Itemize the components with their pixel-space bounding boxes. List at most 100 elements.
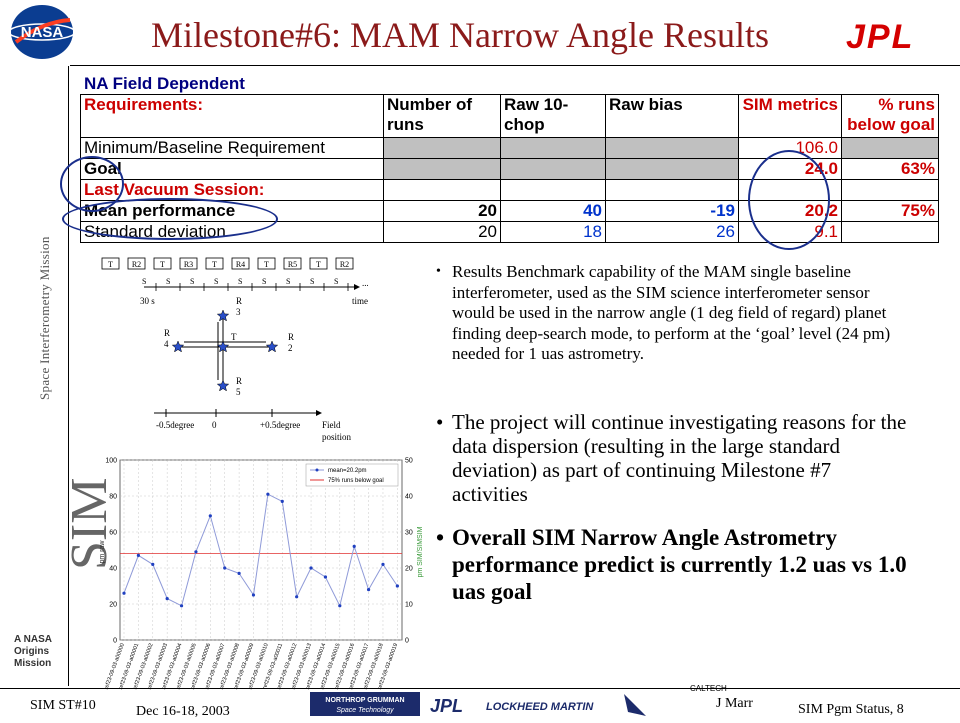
bullet-glyph: •	[436, 525, 445, 550]
data-point	[338, 604, 342, 608]
caltech-logo: CALTECH	[690, 684, 727, 693]
star-marker-icon	[216, 340, 230, 353]
table-title: NA Field Dependent	[84, 74, 245, 93]
star-marker-icon	[265, 340, 279, 353]
legend-box	[305, 463, 399, 487]
sponsor-logos: NORTHROP GRUMMAN Space Technology JPL LO…	[306, 690, 686, 718]
sequence-boxes: T R2 T R3 T R4 T R5 T R2	[101, 257, 354, 270]
legend-marker-mean	[315, 468, 319, 472]
table-cell: 20	[383, 221, 501, 243]
y-tick-label: 20	[109, 602, 117, 609]
table-cell	[841, 221, 939, 243]
r5-label-num: 5	[236, 387, 241, 397]
table-cell	[500, 158, 606, 180]
bullet-item: • Overall SIM Narrow Angle Astrometry pe…	[436, 524, 912, 605]
table-header-row: Requirements: Number of runs Raw 10-chop…	[80, 94, 939, 138]
star-marker-icon	[216, 379, 230, 392]
table-cell: 20	[383, 200, 501, 222]
r4-label-num: 4	[164, 339, 169, 349]
footer-divider	[0, 688, 960, 689]
origins-line: Origins	[14, 646, 50, 657]
footer-author: J Marr	[716, 696, 753, 711]
data-point	[165, 597, 169, 601]
bullet-item: • Results Benchmark capability of the MA…	[436, 262, 912, 365]
table-row: Last Vacuum Session:	[80, 179, 939, 201]
row-label: Minimum/Baseline Requirement	[80, 137, 384, 159]
thirty-s-label: 30 s	[140, 296, 155, 306]
sequence-box	[231, 257, 250, 270]
table-cell	[605, 179, 739, 201]
y-axis-label: pm raw	[99, 540, 106, 564]
star-markers	[171, 309, 279, 392]
sequence-box-label: R2	[340, 260, 349, 269]
origins-line: A NASA	[14, 634, 52, 645]
y2-tick-label: 20	[405, 566, 413, 573]
row-label: Last Vacuum Session:	[80, 179, 384, 201]
r3-label-num: 3	[236, 307, 241, 317]
ellipsis: ...	[362, 278, 368, 288]
y2-tick-label: 10	[405, 602, 413, 609]
axis-left-label: -0.5degree	[156, 420, 194, 430]
sequence-box	[335, 257, 354, 270]
header-sim-metrics: SIM metrics	[738, 94, 842, 138]
mean-highlight-ellipse	[62, 198, 278, 240]
data-point	[381, 562, 385, 566]
s-label: S	[334, 277, 338, 286]
bullet-text: The project will continue investigating …	[452, 410, 907, 506]
table-cell: 75%	[841, 200, 939, 222]
data-point	[309, 566, 313, 570]
table-cell: 63%	[841, 158, 939, 180]
table-cell	[383, 179, 501, 201]
origins-line: Mission	[14, 658, 52, 669]
sequence-box-label: R3	[184, 260, 193, 269]
nasa-origins-label: A NASA Origins Mission	[14, 634, 64, 670]
data-point	[194, 550, 198, 554]
y-axis-ticks: 0 20 40 60 80 100	[105, 458, 117, 645]
sidebar-branding: SIM	[8, 450, 118, 570]
t-center-label: T	[231, 332, 237, 342]
table-cell	[383, 158, 501, 180]
bullet-glyph: •	[436, 264, 441, 279]
table-cell	[605, 137, 739, 159]
table-cell	[500, 179, 606, 201]
y-tick-label: 80	[109, 494, 117, 501]
legend-entry-mean: mean=20.2pm	[328, 468, 367, 474]
x-axis-labels: ref23-09-03-a00000ref23-09-03-a00001ref2…	[104, 643, 400, 691]
jpl-footer-logo: JPL	[430, 696, 463, 716]
y2-axis-label: pm SIM/SIMSIM	[417, 526, 424, 577]
star-marker-icon	[216, 309, 230, 322]
data-point	[223, 566, 227, 570]
y-tick-label: 100	[105, 458, 117, 465]
data-point	[237, 571, 241, 575]
s-label: S	[310, 277, 314, 286]
y2-tick-label: 50	[405, 458, 413, 465]
y2-axis-ticks: 0 10 20 30 40 50	[405, 458, 413, 645]
header-raw-10-chop: Raw 10-chop	[500, 94, 606, 138]
table-row: Minimum/Baseline Requirement 106.0	[80, 137, 939, 159]
sequence-box	[127, 257, 146, 270]
data-point	[251, 593, 256, 597]
chart-grid	[120, 459, 402, 641]
sequence-box	[205, 257, 224, 270]
performance-chart: 0 20 40 60 80 100 0 10 20 30 40 50 pm raw pm SIM/S…	[99, 458, 424, 691]
header-number-of-runs: Number of runs	[383, 94, 501, 138]
northrop-logo-bg	[310, 692, 420, 716]
data-point	[179, 604, 184, 608]
s-label: S	[190, 277, 194, 286]
data-point	[208, 514, 212, 518]
bullet-item: • The project will continue investigatin…	[436, 410, 912, 506]
metrics-highlight-ellipse	[748, 150, 830, 250]
position-label: position	[322, 432, 352, 442]
sequence-box-label: T	[264, 260, 269, 269]
data-point	[295, 595, 299, 599]
footer-left: SIM ST#10	[30, 698, 96, 713]
data-point	[136, 553, 140, 557]
sequence-box	[309, 257, 328, 270]
time-axis-arrow	[354, 284, 360, 290]
sequence-box-label: R4	[236, 260, 245, 269]
r5-label: R	[236, 376, 242, 386]
page-title: Milestone#6: MAM Narrow Angle Results	[151, 15, 769, 55]
r3-label: R	[236, 296, 242, 306]
